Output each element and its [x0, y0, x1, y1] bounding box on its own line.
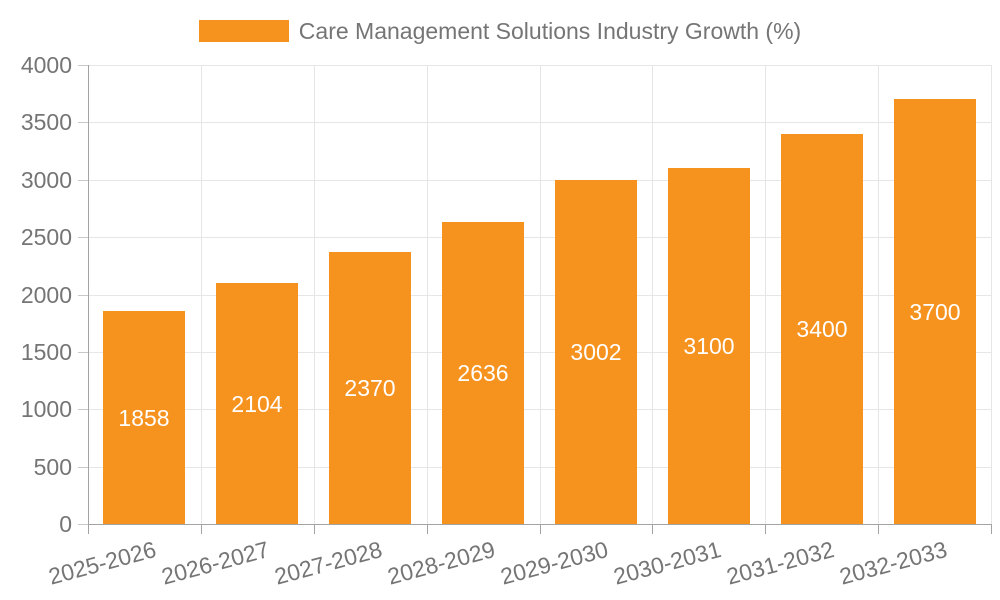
y-axis-tick-label: 0: [59, 511, 72, 537]
x-axis-tick: [540, 524, 541, 534]
y-axis-tick-label: 2500: [20, 224, 72, 250]
x-axis-line: [88, 524, 992, 525]
x-axis-category-label-text: 2027-2028: [271, 536, 385, 590]
x-axis-tick: [427, 524, 428, 534]
x-axis-category-label-text: 2028-2029: [384, 536, 498, 590]
gridline: [88, 295, 991, 296]
x-axis-tick: [314, 524, 315, 534]
gridline: [878, 65, 879, 524]
gridline: [427, 65, 428, 524]
bar[interactable]: [555, 180, 637, 524]
legend-label: Care Management Solutions Industry Growt…: [298, 17, 802, 44]
gridline: [991, 65, 992, 524]
gridline: [88, 409, 991, 410]
legend-swatch-icon: [198, 20, 289, 42]
y-axis-tick: [78, 65, 88, 66]
gridline: [765, 65, 766, 524]
x-axis-tick: [765, 524, 766, 534]
x-axis-category-label-text: 2029-2030: [497, 536, 611, 590]
y-axis-tick-label: 4000: [20, 52, 72, 78]
x-axis-category-label-text: 2031-2032: [723, 536, 837, 590]
gridline: [88, 237, 991, 238]
x-axis-category-label-text: 2025-2026: [45, 536, 159, 590]
y-axis-tick-label: 1500: [20, 339, 72, 365]
y-axis-tick-label: 1000: [20, 396, 72, 422]
x-axis-tick: [878, 524, 879, 534]
bar[interactable]: [329, 252, 411, 524]
gridline: [652, 65, 653, 524]
bar[interactable]: [781, 134, 863, 524]
y-axis-tick: [78, 122, 88, 123]
gridline: [201, 65, 202, 524]
y-axis-tick-label: 3500: [20, 109, 72, 135]
chart-legend[interactable]: Care Management Solutions Industry Growt…: [0, 14, 1000, 48]
y-axis-tick: [78, 352, 88, 353]
y-axis-tick: [78, 467, 88, 468]
bar[interactable]: [894, 99, 976, 524]
gridline: [88, 180, 991, 181]
gridline: [314, 65, 315, 524]
y-axis-tick-label: 2000: [20, 282, 72, 308]
x-axis-tick: [652, 524, 653, 534]
x-axis-category-label-text: 2032-2033: [836, 536, 950, 590]
y-axis-line: [88, 65, 89, 524]
gridline: [88, 122, 991, 123]
x-axis-tick: [201, 524, 202, 534]
gridline: [540, 65, 541, 524]
gridline: [88, 65, 991, 66]
x-axis-category-label-text: 2026-2027: [158, 536, 272, 590]
x-axis-tick: [88, 524, 89, 534]
y-axis-tick: [78, 180, 88, 181]
gridline: [88, 352, 991, 353]
bar[interactable]: [442, 222, 524, 524]
x-axis-tick: [991, 524, 992, 534]
bar[interactable]: [216, 283, 298, 524]
y-axis-tick: [78, 237, 88, 238]
y-axis-tick: [78, 295, 88, 296]
y-axis-tick: [78, 524, 88, 525]
y-axis-tick-label: 500: [33, 454, 72, 480]
y-axis-tick-label: 3000: [20, 167, 72, 193]
bar[interactable]: [668, 168, 750, 524]
x-axis-category-label-text: 2030-2031: [610, 536, 724, 590]
gridline: [88, 467, 991, 468]
y-axis-tick: [78, 409, 88, 410]
bar[interactable]: [103, 311, 185, 524]
